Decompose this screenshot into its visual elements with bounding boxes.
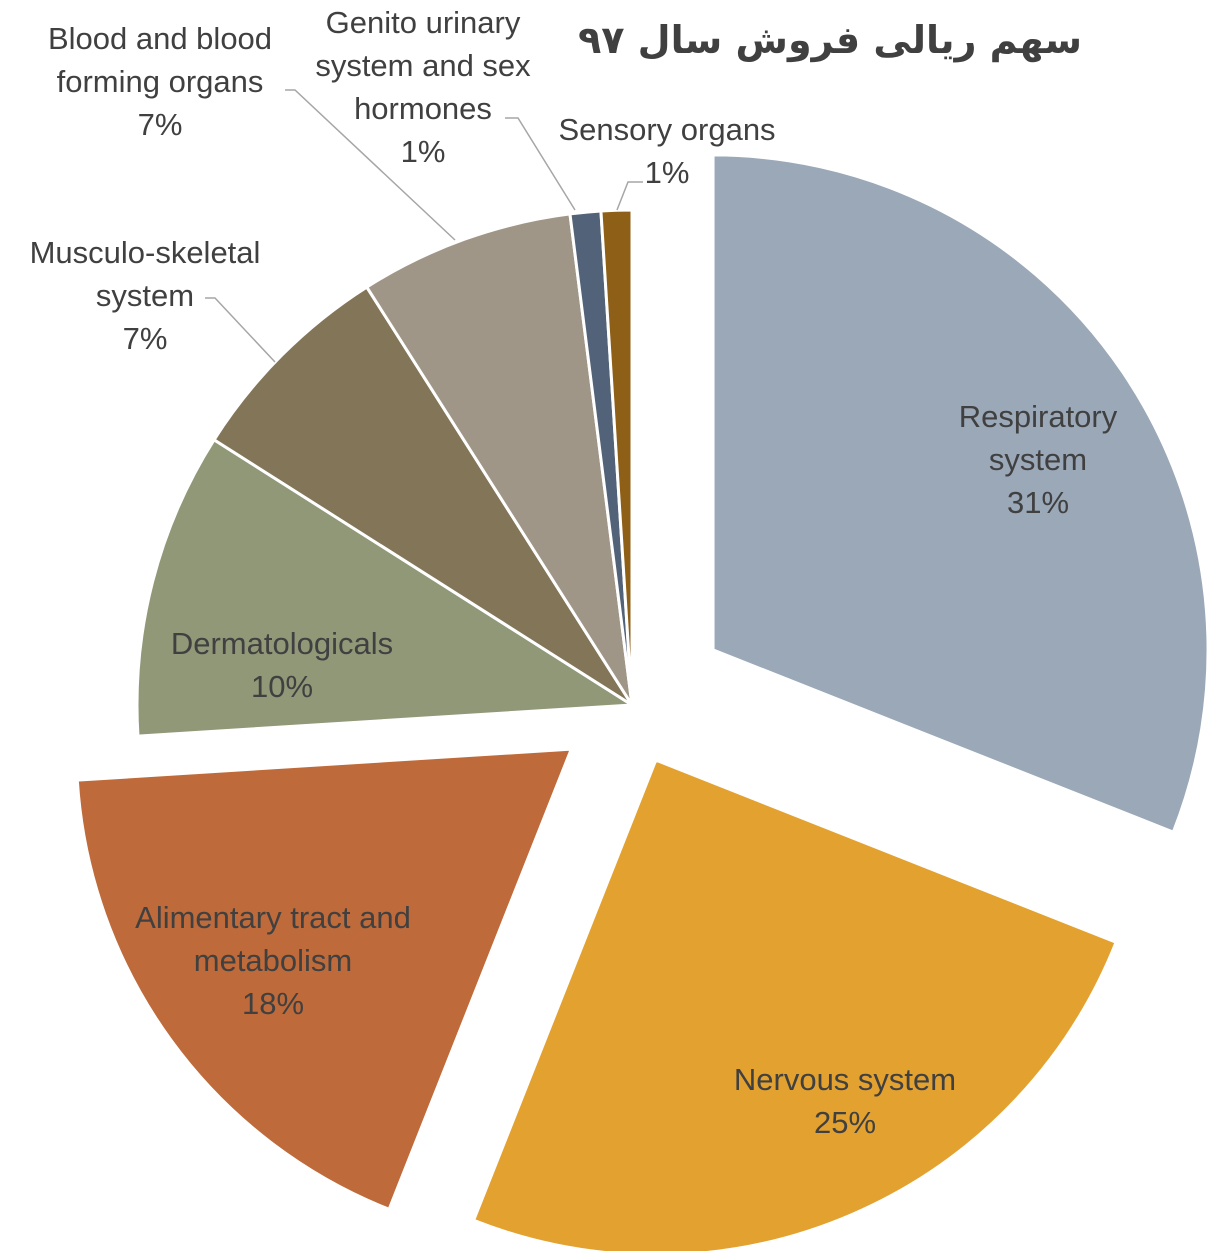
slice-label: Genito urinary system and sex hormones 1% bbox=[293, 1, 553, 173]
pie-slice bbox=[75, 747, 574, 1212]
value-label: 25% bbox=[813, 1105, 877, 1140]
pie-slice bbox=[135, 437, 637, 738]
slice-label: Dermatologicals 10% bbox=[142, 622, 422, 708]
slice-label: Musculo-skeletal system 7% bbox=[5, 231, 285, 360]
pie-slice bbox=[471, 758, 1119, 1251]
category-label: Respiratory system bbox=[958, 399, 1118, 477]
value-label: 31% bbox=[1006, 485, 1070, 520]
slices bbox=[75, 153, 1210, 1251]
category-label: Sensory organs bbox=[558, 112, 776, 147]
slice-label: Blood and blood forming organs 7% bbox=[25, 17, 295, 146]
category-label: Dermatologicals bbox=[170, 626, 394, 661]
slice-label: Alimentary tract and metabolism 18% bbox=[133, 896, 413, 1025]
leader-line bbox=[205, 297, 276, 363]
pie-slice bbox=[211, 284, 634, 707]
value-label: 18% bbox=[241, 986, 305, 1021]
category-label: Nervous system bbox=[733, 1062, 957, 1097]
leader-line bbox=[505, 117, 576, 211]
category-label: Musculo-skeletal system bbox=[29, 235, 261, 313]
category-label: Blood and blood forming organs bbox=[47, 21, 273, 99]
leader-line bbox=[616, 181, 643, 211]
value-label: 7% bbox=[122, 321, 168, 356]
slice-label: Respiratory system 31% bbox=[928, 395, 1148, 524]
pie-slice bbox=[364, 212, 634, 706]
leader-line bbox=[285, 89, 456, 241]
slice-label: Nervous system 25% bbox=[705, 1058, 985, 1144]
value-label: 1% bbox=[644, 155, 690, 190]
chart-title: سهم ریالی فروش سال ۹۷ bbox=[578, 18, 1082, 62]
value-label: 1% bbox=[400, 134, 446, 169]
value-label: 10% bbox=[250, 669, 314, 704]
category-label: Genito urinary system and sex hormones bbox=[315, 5, 531, 126]
pie-slice bbox=[711, 153, 1210, 835]
pie-slice bbox=[599, 208, 634, 706]
category-label: Alimentary tract and metabolism bbox=[135, 900, 411, 978]
value-label: 7% bbox=[137, 107, 183, 142]
slice-label: Sensory organs 1% bbox=[537, 108, 797, 194]
